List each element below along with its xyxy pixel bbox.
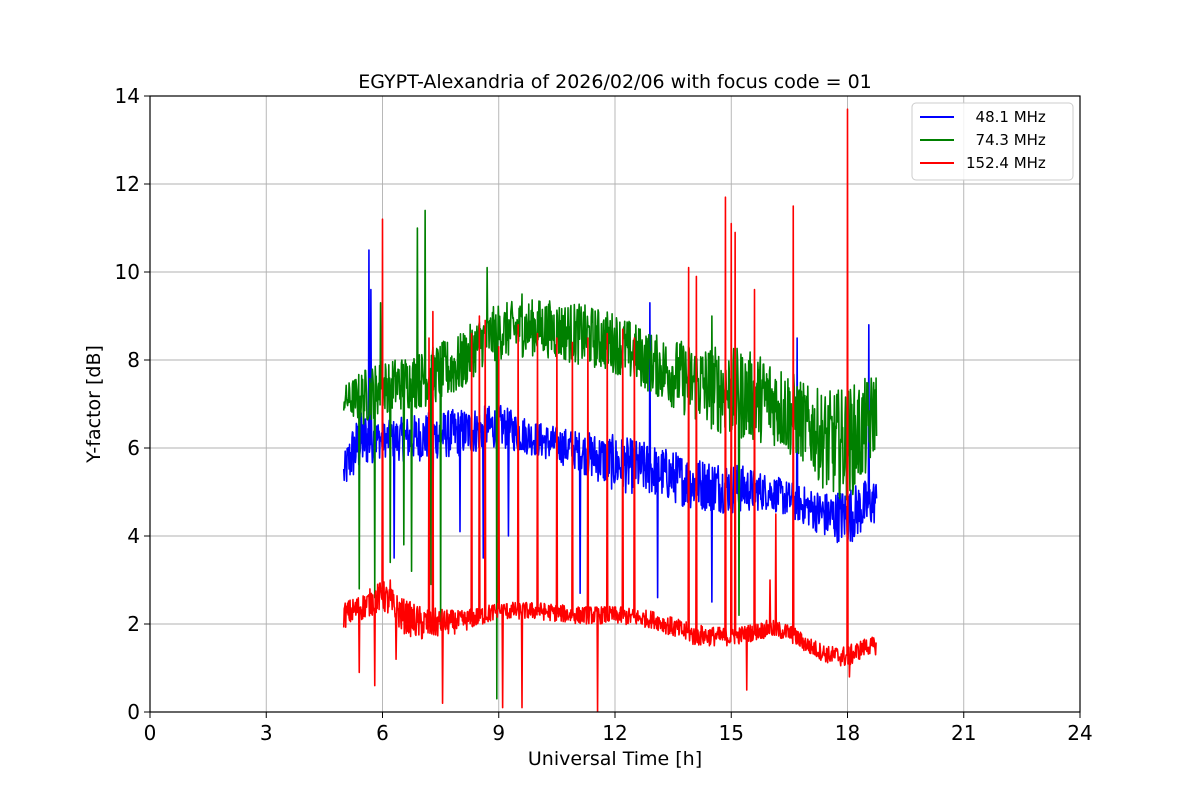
legend-label-152-4: 152.4 MHz bbox=[966, 154, 1046, 172]
y-tick-label: 2 bbox=[127, 612, 140, 636]
series-line-2 bbox=[342, 108, 877, 712]
x-tick-label: 15 bbox=[719, 721, 744, 745]
y-axis-label: Y-factor [dB] bbox=[83, 345, 105, 464]
legend: 48.1 MHz 74.3 MHz 152.4 MHz bbox=[911, 102, 1074, 181]
x-ticks: 0 3 6 9 12 15 18 21 24 bbox=[144, 712, 1093, 745]
x-tick-label: 12 bbox=[602, 721, 627, 745]
x-tick-label: 3 bbox=[260, 721, 273, 745]
y-tick-label: 8 bbox=[127, 348, 140, 372]
y-ticks: 0 2 4 6 8 10 12 14 bbox=[115, 84, 150, 724]
y-tick-label: 4 bbox=[127, 524, 140, 548]
legend-label-74-3: 74.3 MHz bbox=[966, 131, 1046, 149]
x-tick-label: 18 bbox=[835, 721, 860, 745]
x-tick-label: 6 bbox=[376, 721, 389, 745]
x-axis-label: Universal Time [h] bbox=[528, 748, 702, 770]
x-tick-label: 0 bbox=[144, 721, 157, 745]
legend-box bbox=[911, 102, 1074, 181]
series-layer bbox=[342, 108, 878, 712]
y-tick-label: 12 bbox=[115, 172, 140, 196]
y-tick-label: 0 bbox=[127, 700, 140, 724]
y-tick-label: 10 bbox=[115, 260, 140, 284]
x-tick-label: 24 bbox=[1067, 721, 1092, 745]
legend-label-48-1: 48.1 MHz bbox=[966, 108, 1046, 126]
y-tick-label: 14 bbox=[115, 84, 140, 108]
x-tick-label: 9 bbox=[492, 721, 505, 745]
y-tick-label: 6 bbox=[127, 436, 140, 460]
x-tick-label: 21 bbox=[951, 721, 976, 745]
chart-title: EGYPT-Alexandria of 2026/02/06 with focu… bbox=[358, 71, 872, 93]
